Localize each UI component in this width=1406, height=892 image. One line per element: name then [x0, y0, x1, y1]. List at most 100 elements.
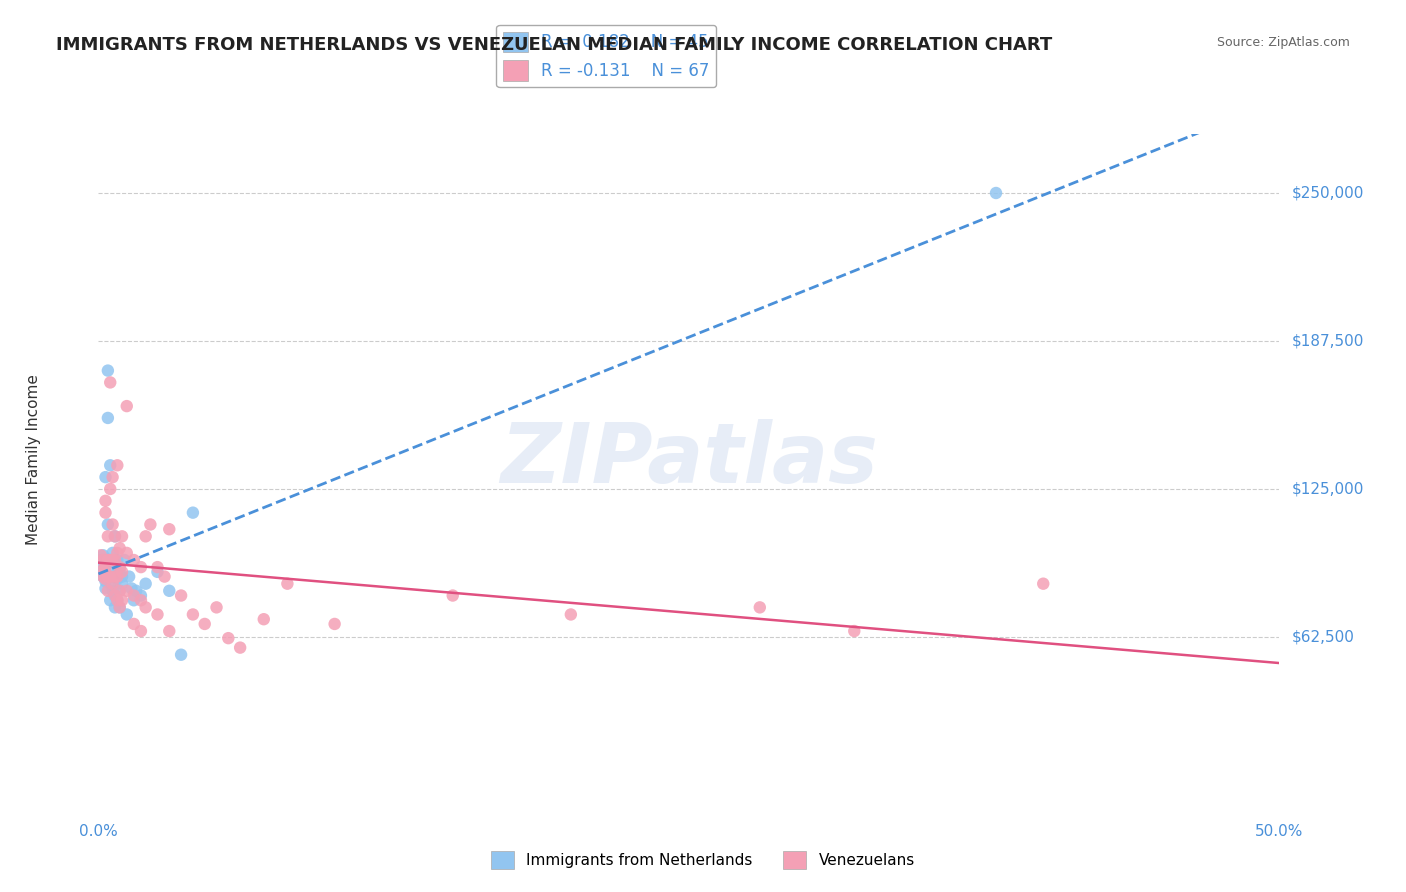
Point [108, 600, 131, 615]
Text: $187,500: $187,500 [1291, 334, 1364, 349]
Point [98, 569, 121, 583]
Point [94, 582, 117, 596]
Point [101, 517, 124, 532]
Point [112, 553, 135, 567]
Point [153, 569, 176, 583]
Point [91, 569, 114, 583]
Point [105, 546, 128, 560]
Legend: Immigrants from Netherlands, Venezuelans: Immigrants from Netherlands, Venezuelans [485, 845, 921, 875]
Point [139, 517, 162, 532]
Point [98, 593, 121, 607]
Point [108, 583, 131, 598]
Point [560, 607, 582, 622]
Point [170, 589, 193, 603]
Point [111, 593, 134, 607]
Point [97, 583, 120, 598]
Point [104, 589, 127, 603]
Text: $62,500: $62,500 [1291, 630, 1354, 644]
Text: 0.0%: 0.0% [79, 824, 118, 839]
Point [1032, 576, 1054, 591]
Point [104, 529, 127, 543]
Point [108, 600, 131, 615]
Point [118, 569, 141, 583]
Point [146, 607, 169, 622]
Point [121, 582, 143, 596]
Point [104, 600, 127, 615]
Point [105, 572, 128, 586]
Point [105, 593, 128, 607]
Point [323, 616, 346, 631]
Text: $250,000: $250,000 [1291, 186, 1364, 201]
Text: 50.0%: 50.0% [1256, 824, 1303, 839]
Point [129, 624, 152, 638]
Point [122, 589, 145, 603]
Point [115, 583, 138, 598]
Point [108, 583, 131, 598]
Point [104, 529, 127, 543]
Point [111, 569, 134, 583]
Point [90, 549, 112, 563]
Point [94, 506, 117, 520]
Point [101, 583, 124, 598]
Point [115, 607, 138, 622]
Text: IMMIGRANTS FROM NETHERLANDS VS VENEZUELAN MEDIAN FAMILY INCOME CORRELATION CHART: IMMIGRANTS FROM NETHERLANDS VS VENEZUELA… [56, 36, 1053, 54]
Point [97, 553, 120, 567]
Point [98, 376, 121, 390]
Point [97, 553, 120, 567]
Point [441, 589, 464, 603]
Point [98, 553, 121, 567]
Point [125, 583, 148, 598]
Point [91, 562, 114, 576]
Point [146, 560, 169, 574]
Point [104, 553, 127, 567]
Point [94, 574, 117, 589]
Point [101, 576, 124, 591]
Point [122, 616, 145, 631]
Point [101, 560, 124, 574]
Point [91, 553, 114, 567]
Point [101, 569, 124, 583]
Point [91, 549, 114, 563]
Point [157, 583, 180, 598]
Text: ZIPatlas: ZIPatlas [501, 419, 877, 500]
Point [194, 616, 217, 631]
Point [984, 186, 1007, 200]
Point [94, 493, 117, 508]
Point [105, 593, 128, 607]
Point [104, 569, 127, 583]
Point [101, 546, 124, 560]
Point [115, 546, 138, 560]
Point [146, 565, 169, 579]
Text: Source: ZipAtlas.com: Source: ZipAtlas.com [1216, 36, 1350, 49]
Point [229, 640, 252, 655]
Text: Median Family Income: Median Family Income [25, 374, 41, 545]
Point [157, 522, 180, 536]
Point [105, 569, 128, 583]
Point [101, 553, 124, 567]
Point [844, 624, 866, 638]
Text: $125,000: $125,000 [1291, 482, 1364, 497]
Point [90, 553, 112, 567]
Point [101, 470, 124, 484]
Point [97, 363, 120, 377]
Point [94, 470, 117, 484]
Point [181, 506, 204, 520]
Point [111, 529, 134, 543]
Point [181, 607, 204, 622]
Point [98, 482, 121, 496]
Point [108, 541, 131, 556]
Point [748, 600, 770, 615]
Point [111, 576, 134, 591]
Point [91, 562, 114, 576]
Point [253, 612, 276, 626]
Point [104, 589, 127, 603]
Point [276, 576, 298, 591]
Point [157, 624, 180, 638]
Point [129, 593, 152, 607]
Legend: R =  0.182    N = 45, R = -0.131    N = 67: R = 0.182 N = 45, R = -0.131 N = 67 [496, 25, 716, 87]
Point [94, 572, 117, 586]
Point [115, 399, 138, 413]
Point [108, 562, 131, 576]
Point [105, 553, 128, 567]
Point [98, 576, 121, 591]
